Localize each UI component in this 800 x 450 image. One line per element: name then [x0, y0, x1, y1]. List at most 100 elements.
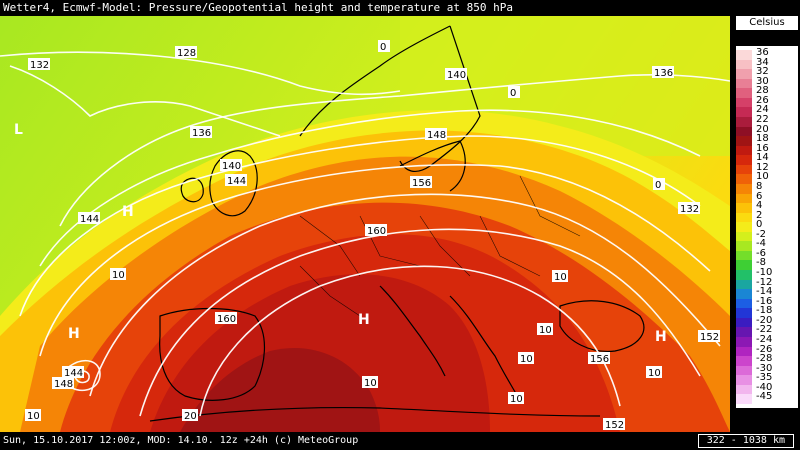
geopotential-contour-148 [39, 164, 711, 357]
legend-swatch [736, 212, 752, 223]
legend-label: -6 [754, 247, 768, 260]
coastline-scandinavia [299, 25, 481, 173]
contour-labels: 132 128 136 140 144 148 156 160 132 136 … [28, 46, 720, 431]
legend-swatch [736, 69, 752, 79]
legend-entry: -12 [736, 276, 798, 290]
high-pressure-marker: H [358, 312, 370, 328]
map-area[interactable]: 132 128 136 140 144 148 156 160 132 136 … [0, 16, 730, 432]
geopotential-contour-128 [0, 51, 401, 96]
legend-swatch [736, 375, 752, 385]
legend-label: 10 [754, 171, 771, 184]
legend-swatch [736, 136, 752, 146]
legend-label: -18 [754, 305, 775, 318]
legend-entry: -20 [736, 314, 798, 328]
coastline-british-isles [180, 150, 258, 217]
temperature-label: 10 [25, 409, 41, 422]
temperature-label: 10 [552, 270, 568, 283]
legend-label: -4 [754, 238, 768, 251]
legend-entry: -24 [736, 334, 798, 347]
legend-entry: 36 [736, 47, 798, 60]
legend-label: -22 [754, 324, 775, 337]
geopotential-contour-160 [199, 265, 621, 417]
high-pressure-marker: H [655, 329, 667, 345]
contour-label: 160 [215, 312, 237, 325]
legend-swatch [736, 317, 752, 328]
geopotential-contour-140 [39, 109, 701, 267]
temperature-map: 132 128 136 140 144 148 156 160 132 136 … [0, 16, 730, 432]
contour-label: 160 [365, 224, 387, 237]
map-scale: 322 - 1038 km [697, 434, 794, 448]
country-borders [299, 175, 581, 317]
temperature-label: 20 [182, 409, 198, 422]
legend-entry: 6 [736, 190, 798, 204]
legend-entry: 12 [736, 161, 798, 175]
legend-swatch [736, 97, 752, 108]
legend-swatch [736, 155, 752, 165]
svg-text:0: 0 [510, 88, 516, 99]
legend-label: 0 [754, 219, 765, 232]
legend-swatch [736, 260, 752, 271]
svg-text:140: 140 [447, 70, 466, 81]
legend-swatch [736, 384, 752, 395]
legend-label: -26 [754, 343, 775, 356]
svg-text:160: 160 [367, 226, 386, 237]
pressure-centers: L H H H H [14, 122, 667, 345]
legend-label: 30 [754, 75, 771, 88]
legend-swatch [736, 78, 752, 89]
page-title: Wetter4, Ecmwf-Model: Pressure/Geopotent… [0, 0, 800, 16]
legend-swatch [736, 356, 752, 366]
contour-label: 132 [28, 58, 50, 71]
temperature-label: 10 [508, 392, 524, 405]
legend-swatch [736, 145, 752, 156]
legend-swatch [736, 50, 752, 60]
svg-text:136: 136 [654, 68, 673, 79]
legend-entry: -18 [736, 305, 798, 318]
contour-label: 140 [445, 68, 467, 81]
coastline-iberia [159, 307, 266, 401]
legend-entry: 16 [736, 142, 798, 156]
legend-entry: -2 [736, 228, 798, 242]
contour-label: 156 [588, 352, 610, 365]
legend-entry: 14 [736, 152, 798, 165]
svg-text:148: 148 [427, 130, 446, 141]
legend-swatch [736, 231, 752, 242]
geopotential-contour-152 [89, 193, 721, 397]
contour-label: 148 [52, 377, 74, 390]
legend-entry: 4 [736, 200, 798, 213]
svg-text:10: 10 [510, 394, 523, 405]
legend-label: -8 [754, 257, 768, 270]
legend-swatch [736, 88, 752, 98]
coastline-africa [149, 406, 601, 422]
legend-swatch [736, 298, 752, 309]
coastline-baltic [399, 140, 466, 192]
contour-label: 144 [62, 366, 84, 379]
legend-swatch [736, 394, 752, 404]
temperature-labels: 10 10 10 10 10 10 10 10 0 0 0 20 [25, 40, 665, 422]
temperature-label: 10 [110, 268, 126, 281]
legend-swatch [736, 346, 752, 357]
legend-swatch [736, 365, 752, 376]
legend-entry: -35 [736, 372, 798, 385]
legend-entry: 18 [736, 133, 798, 146]
legend-label: 8 [754, 180, 765, 193]
high-pressure-marker: H [68, 326, 80, 342]
legend-swatch [736, 279, 752, 290]
legend-swatch [736, 289, 752, 299]
legend-swatch [736, 327, 752, 338]
legend-label: 26 [754, 94, 771, 107]
contour-label: 136 [652, 66, 674, 79]
legend-label: 6 [754, 190, 765, 203]
svg-text:156: 156 [412, 178, 431, 189]
high-pressure-marker: H [122, 204, 134, 220]
run-timestamp: Sun, 15.10.2017 12:00z, MOD: 14.10. 12z … [3, 435, 359, 446]
legend-label: 34 [754, 56, 771, 69]
footer-bar: Sun, 15.10.2017 12:00z, MOD: 14.10. 12z … [0, 432, 800, 450]
svg-text:132: 132 [680, 204, 699, 215]
legend-entry: 10 [736, 171, 798, 184]
temperature-label: 0 [508, 86, 520, 99]
legend-swatch [736, 193, 752, 204]
legend-swatch [736, 59, 752, 70]
legend-label: -45 [754, 391, 775, 404]
legend-entry: -22 [736, 324, 798, 338]
legend-label: 28 [754, 85, 771, 98]
